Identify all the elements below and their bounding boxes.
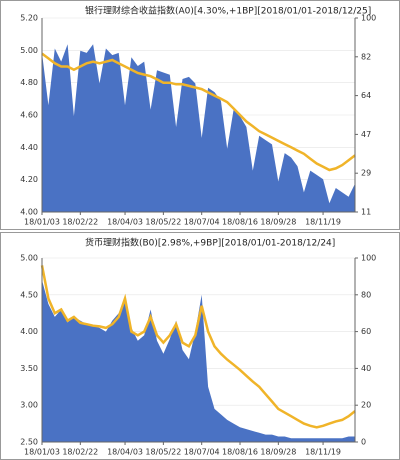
x-tick-label: 18/11/19 (305, 448, 341, 457)
x-tick-label: 18/04/03 (107, 448, 143, 457)
line (40, 265, 356, 429)
x-tick-label: 18/11/19 (305, 218, 341, 227)
x-tick-label: 18/09/28 (260, 218, 296, 227)
x-tick-label: 18/07/04 (184, 218, 220, 227)
y-tick-label: 5.00 (20, 254, 38, 263)
y2-tick-label: 100 (361, 14, 376, 23)
y-tick-label: 2.50 (20, 438, 38, 447)
chart-title: 银行理财综合收益指数(A0)[4.30%,+1BP][2018/01/01-20… (85, 5, 371, 17)
y-tick-label: 4.40 (20, 143, 38, 152)
y2-tick-label: 0 (361, 438, 366, 447)
x-tick-label: 18/01/03 (24, 448, 60, 457)
area (42, 280, 355, 442)
y2-tick-label: 11 (361, 208, 371, 217)
y-tick-label: 3.50 (20, 364, 38, 373)
x-tick-label: 18/05/22 (145, 218, 181, 227)
y2-tick-label: 40 (361, 364, 371, 373)
y2-tick-label: 29 (361, 169, 371, 178)
y2-tick-label: 64 (361, 91, 371, 100)
x-tick-label: 18/02/22 (62, 218, 98, 227)
y2-tick-label: 82 (361, 52, 371, 61)
x-tick-label: 18/01/03 (24, 218, 60, 227)
y-tick-label: 4.00 (20, 208, 38, 217)
x-tick-label: 18/04/03 (107, 218, 143, 227)
chart-title: 货币理财指数(B0)[2.98%,+9BP][2018/01/01-2018/1… (85, 237, 335, 249)
y2-tick-label: 100 (361, 254, 376, 263)
y2-tick-label: 47 (361, 130, 371, 139)
y-tick-label: 5.00 (20, 46, 38, 55)
area (42, 44, 355, 213)
y-tick-label: 5.20 (20, 14, 38, 23)
y-tick-label: 4.50 (20, 290, 38, 299)
y2-tick-label: 20 (361, 401, 371, 410)
y2-tick-label: 80 (361, 290, 371, 299)
x-tick-label: 18/07/04 (184, 448, 220, 457)
x-tick-label: 18/09/28 (260, 448, 296, 457)
y-tick-label: 3.00 (20, 401, 38, 410)
y-tick-label: 4.00 (20, 327, 38, 336)
x-tick-label: 18/08/16 (222, 218, 258, 227)
y-tick-label: 4.60 (20, 111, 38, 120)
x-tick-label: 18/05/22 (145, 448, 181, 457)
y-tick-label: 4.20 (20, 175, 38, 184)
line (41, 52, 356, 172)
y2-tick-label: 60 (361, 327, 371, 336)
x-tick-label: 18/02/22 (62, 448, 98, 457)
x-tick-label: 18/08/16 (222, 448, 258, 457)
y-tick-label: 4.80 (20, 78, 38, 87)
